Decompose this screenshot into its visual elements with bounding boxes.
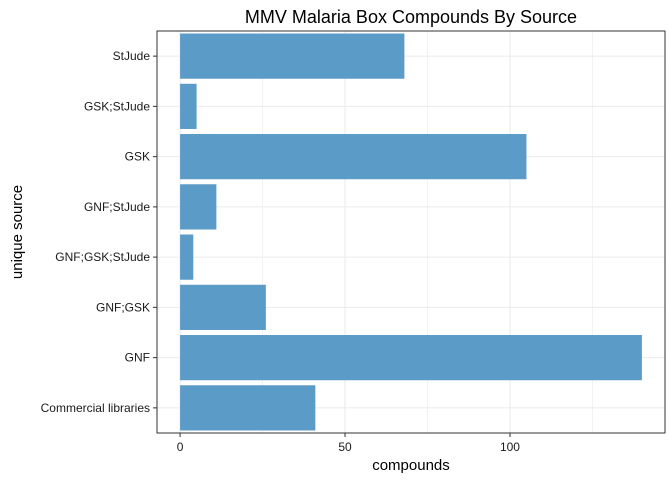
x-tick-label: 50 <box>338 440 352 454</box>
bar <box>180 234 194 280</box>
y-tick-label: GNF;StJude <box>84 200 150 214</box>
bar <box>180 134 527 180</box>
y-tick-label: Commercial libraries <box>41 401 150 415</box>
x-axis-title: compounds <box>372 457 450 474</box>
y-tick-label: StJude <box>113 49 151 63</box>
y-tick-label: GNF;GSK <box>96 300 150 314</box>
bar <box>180 83 197 129</box>
y-tick-label: GSK;StJude <box>84 99 150 113</box>
y-tick-label: GNF <box>125 351 150 365</box>
y-tick-label: GSK <box>125 150 150 164</box>
chart-title: MMV Malaria Box Compounds By Source <box>245 7 577 27</box>
x-axis-ticks: 0 50 100 <box>177 433 520 454</box>
bar <box>180 284 266 330</box>
x-tick-label: 0 <box>177 440 184 454</box>
bar <box>180 335 642 381</box>
bar <box>180 33 405 79</box>
y-tick-label: GNF;GSK;StJude <box>55 250 150 264</box>
panel-border <box>156 30 666 434</box>
x-tick-label: 100 <box>500 440 520 454</box>
y-axis-ticks: Commercial libraries GNF GNF;GSK GNF;GSK;St… <box>41 49 157 415</box>
bar <box>180 184 217 230</box>
y-axis-title: unique source <box>9 185 26 279</box>
bar <box>180 385 316 431</box>
bars <box>180 33 642 431</box>
